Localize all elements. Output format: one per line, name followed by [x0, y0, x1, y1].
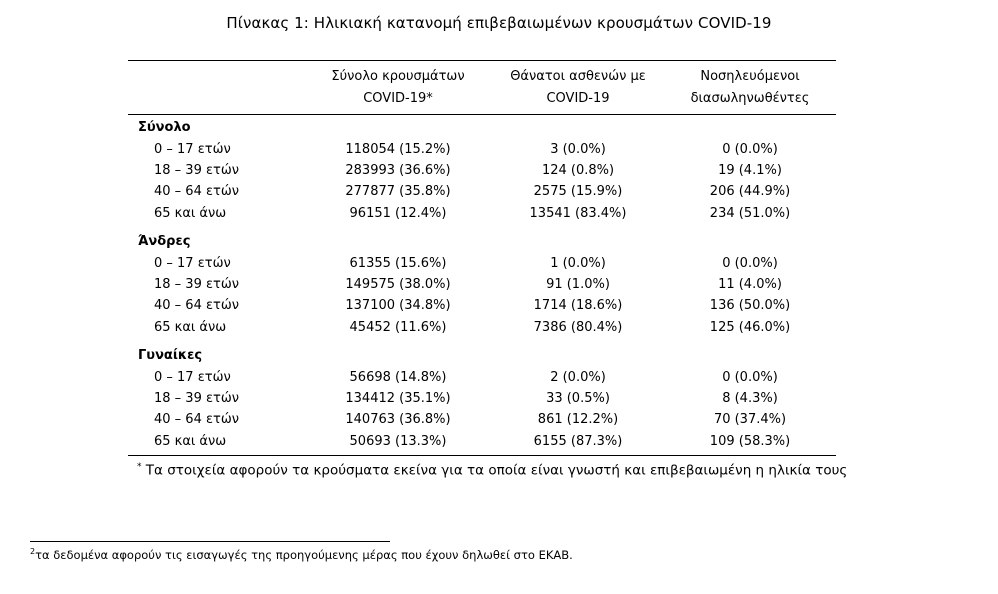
table-bottom-rule: [128, 455, 836, 456]
header-deaths-line2: COVID-19: [546, 91, 610, 106]
intubated-value: 0 (0.0%): [722, 142, 778, 157]
cases-value: 118054 (15.2%): [345, 142, 451, 157]
deaths-value: 2575 (15.9%): [533, 184, 623, 199]
header-deaths-line1: Θάνατοι ασθενών με: [510, 69, 646, 84]
header-total-cases-line2: COVID-19*: [363, 91, 433, 106]
footnote-text: τα δεδομένα αφορούν τις εισαγωγές της πρ…: [35, 547, 573, 562]
table-row: 18 – 39 ετών 134412 (35.1%) 33 (0.5%) 8 …: [0, 391, 998, 412]
age-group: 18 – 39 ετών: [154, 277, 239, 292]
age-group: 0 – 17 ετών: [154, 370, 231, 385]
deaths-value: 33 (0.5%): [546, 391, 610, 406]
age-group: 0 – 17 ετών: [154, 142, 231, 157]
table-note: * Τα στοιχεία αφορούν τα κρούσματα εκείν…: [137, 462, 847, 479]
table-title: Πίνακας 1: Ηλικιακή κατανομή επιβεβαιωμέ…: [226, 14, 772, 32]
age-group: 18 – 39 ετών: [154, 391, 239, 406]
age-group: 40 – 64 ετών: [154, 184, 239, 199]
table-row: 40 – 64 ετών 277877 (35.8%) 2575 (15.9%)…: [0, 184, 998, 205]
table-row: 0 – 17 ετών 56698 (14.8%) 2 (0.0%) 0 (0.…: [0, 370, 998, 391]
cases-value: 50693 (13.3%): [349, 434, 447, 449]
footnote-rule: [30, 541, 390, 542]
note-text: Τα στοιχεία αφορούν τα κρούσματα εκείνα …: [145, 462, 848, 479]
table-row: 65 και άνω 96151 (12.4%) 13541 (83.4%) 2…: [0, 206, 998, 227]
deaths-value: 2 (0.0%): [550, 370, 606, 385]
age-group: 40 – 64 ετών: [154, 298, 239, 313]
intubated-value: 234 (51.0%): [709, 206, 791, 221]
age-group: 65 και άνω: [154, 434, 227, 449]
cases-value: 45452 (11.6%): [349, 320, 447, 335]
deaths-value: 7386 (80.4%): [533, 320, 623, 335]
deaths-value: 91 (1.0%): [546, 277, 610, 292]
age-group: 65 και άνω: [154, 206, 227, 221]
page-footnote: 2τα δεδομένα αφορούν τις εισαγωγές της π…: [30, 547, 573, 562]
age-group: 0 – 17 ετών: [154, 256, 231, 271]
intubated-value: 125 (46.0%): [709, 320, 791, 335]
deaths-value: 6155 (87.3%): [533, 434, 623, 449]
cases-value: 96151 (12.4%): [349, 206, 447, 221]
cases-value: 56698 (14.8%): [349, 370, 447, 385]
footnote-marker: 2: [30, 547, 36, 556]
age-group: 18 – 39 ετών: [154, 163, 239, 178]
table-row: 40 – 64 ετών 137100 (34.8%) 1714 (18.6%)…: [0, 298, 998, 319]
header-total-cases: Σύνολο κρουσμάτων COVID-19*: [298, 66, 498, 110]
age-group: 40 – 64 ετών: [154, 412, 239, 427]
intubated-value: 109 (58.3%): [709, 434, 791, 449]
table-top-rule: [128, 60, 836, 61]
header-intubated-line1: Νοσηλευόμενοι: [700, 69, 800, 84]
cases-value: 134412 (35.1%): [345, 391, 451, 406]
header-intubated: Νοσηλευόμενοι διασωληνωθέντες: [650, 66, 850, 110]
deaths-value: 1714 (18.6%): [533, 298, 623, 313]
intubated-value: 206 (44.9%): [709, 184, 791, 199]
table-row: 40 – 64 ετών 140763 (36.8%) 861 (12.2%) …: [0, 412, 998, 433]
intubated-value: 11 (4.0%): [718, 277, 782, 292]
deaths-value: 124 (0.8%): [541, 163, 615, 178]
cases-value: 283993 (36.6%): [345, 163, 451, 178]
header-deaths: Θάνατοι ασθενών με COVID-19: [478, 66, 678, 110]
intubated-value: 8 (4.3%): [722, 391, 778, 406]
table-row: 65 και άνω 45452 (11.6%) 7386 (80.4%) 12…: [0, 320, 998, 341]
section-label-women: Γυναίκες: [138, 348, 203, 363]
cases-value: 137100 (34.8%): [345, 298, 451, 313]
intubated-value: 0 (0.0%): [722, 256, 778, 271]
cases-value: 149575 (38.0%): [345, 277, 451, 292]
deaths-value: 1 (0.0%): [550, 256, 606, 271]
cases-value: 140763 (36.8%): [345, 412, 451, 427]
intubated-value: 0 (0.0%): [722, 370, 778, 385]
table-row: 18 – 39 ετών 283993 (36.6%) 124 (0.8%) 1…: [0, 163, 998, 184]
header-total-cases-line1: Σύνολο κρουσμάτων: [331, 69, 465, 84]
deaths-value: 3 (0.0%): [550, 142, 606, 157]
table-row: 18 – 39 ετών 149575 (38.0%) 91 (1.0%) 11…: [0, 277, 998, 298]
header-rule: [128, 114, 836, 115]
header-intubated-line2: διασωληνωθέντες: [690, 91, 810, 106]
intubated-value: 70 (37.4%): [713, 412, 787, 427]
table-row: 65 και άνω 50693 (13.3%) 6155 (87.3%) 10…: [0, 434, 998, 455]
deaths-value: 13541 (83.4%): [529, 206, 627, 221]
table-row: 0 – 17 ετών 118054 (15.2%) 3 (0.0%) 0 (0…: [0, 142, 998, 163]
cases-value: 61355 (15.6%): [349, 256, 447, 271]
intubated-value: 19 (4.1%): [718, 163, 782, 178]
table-row: 0 – 17 ετών 61355 (15.6%) 1 (0.0%) 0 (0.…: [0, 256, 998, 277]
section-label-men: Άνδρες: [138, 234, 191, 249]
note-marker: *: [137, 462, 142, 472]
section-label-total: Σύνολο: [138, 120, 191, 135]
intubated-value: 136 (50.0%): [709, 298, 791, 313]
age-group: 65 και άνω: [154, 320, 227, 335]
cases-value: 277877 (35.8%): [345, 184, 451, 199]
deaths-value: 861 (12.2%): [537, 412, 619, 427]
